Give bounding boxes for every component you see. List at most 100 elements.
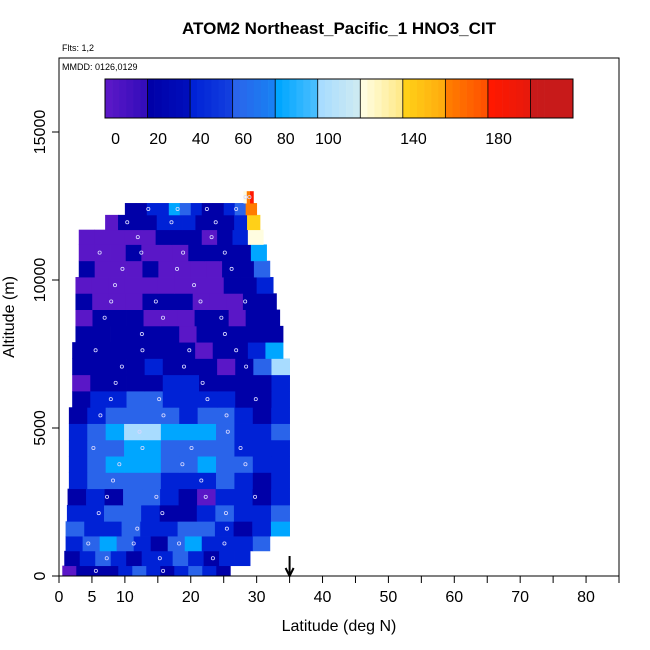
colorbar-segment (395, 79, 404, 118)
heatmap-cell (75, 309, 93, 327)
sample-point (119, 364, 124, 369)
heatmap-cell (159, 504, 179, 522)
heatmap-cell (140, 521, 160, 537)
sample-point (199, 478, 204, 483)
sample-point (223, 511, 228, 516)
sample-point (113, 283, 118, 288)
colorbar: 0 20 40 60 80 100 140 180 (104, 78, 574, 148)
heatmap-cell (157, 244, 174, 262)
heatmap-cell (192, 293, 210, 310)
heatmap-cell (105, 472, 125, 490)
heatmap-cell (217, 374, 236, 392)
x-tick-label: 40 (314, 589, 332, 606)
heatmap-cell (125, 244, 142, 262)
heatmap-cell (68, 439, 88, 457)
sample-point (189, 445, 194, 450)
heatmap-cell (234, 203, 247, 216)
heatmap-cell (226, 293, 244, 310)
y-axis-label: Altitude (m) (1, 276, 18, 358)
heatmap-cell (143, 309, 161, 327)
heatmap-cell (270, 521, 290, 537)
colorbar-segment (331, 79, 340, 118)
colorbar-segment (289, 79, 297, 118)
heatmap-cell (259, 293, 277, 310)
heatmap-cell (188, 565, 203, 577)
heatmap-cell (124, 456, 143, 473)
heatmap-cell (253, 374, 272, 392)
sample-point (243, 299, 248, 304)
y-tick-label: 15000 (32, 110, 49, 155)
sample-point (224, 413, 229, 418)
sample-point (169, 220, 174, 225)
colorbar-segment (253, 79, 262, 118)
heatmap-cell (252, 536, 271, 552)
sample-point (111, 478, 116, 483)
heatmap-cell (72, 391, 91, 408)
heatmap-cell (247, 229, 264, 245)
colorbar-tick-label: 100 (315, 131, 342, 148)
sample-point (210, 556, 215, 561)
heatmap-cell (217, 229, 233, 245)
heatmap-cell (156, 214, 171, 231)
sample-point (153, 299, 158, 304)
colorbar-segment (459, 79, 467, 118)
heatmap-cell (178, 504, 198, 522)
heatmap-cell (144, 358, 164, 376)
colorbar-segment (516, 79, 524, 118)
heatmap-cell (158, 260, 175, 278)
colorbar-segment (190, 79, 198, 118)
colorbar-segment (161, 79, 170, 118)
heatmap-cell (171, 229, 187, 245)
colorbar-segment (417, 79, 425, 118)
heatmap-cell (177, 342, 196, 359)
heatmap-cell (105, 214, 119, 231)
heatmap-cell (130, 214, 145, 231)
heatmap-cell (212, 342, 231, 359)
heatmap-cell (144, 325, 163, 343)
heatmap-cell (233, 504, 253, 522)
heatmap-cell (252, 488, 272, 506)
heatmap-cell (68, 407, 88, 424)
sample-point (225, 429, 230, 434)
heatmap-cell (179, 423, 199, 441)
colorbar-segment (438, 79, 446, 118)
heatmap-cell (158, 521, 178, 537)
heatmap-cell (68, 456, 88, 473)
heatmap-cell (179, 407, 199, 424)
heatmap-cell (196, 504, 216, 522)
colorbar-segment (310, 79, 319, 118)
colorbar-segment (353, 79, 361, 118)
sample-point (97, 250, 102, 255)
heatmap-cell (94, 260, 112, 278)
heatmap-cell (99, 536, 118, 552)
x-tick-label: 20 (182, 589, 200, 606)
sample-point (222, 332, 227, 337)
heatmap-cell (78, 260, 96, 278)
heatmap-cell (197, 439, 217, 457)
colorbar-segment (126, 79, 134, 118)
heatmap-cell (126, 550, 143, 567)
heatmap-cell (216, 456, 235, 473)
heatmap-cell (94, 244, 111, 262)
heatmap-cell (160, 342, 178, 359)
sample-point (140, 348, 145, 353)
colorbar-segment (112, 79, 120, 118)
sample-point (139, 250, 144, 255)
colorbar-segment (523, 79, 531, 118)
heatmap-cell (72, 358, 91, 376)
heatmap-cell (72, 374, 91, 392)
colorbar-segment (239, 79, 248, 118)
sample-point (180, 462, 185, 467)
colorbar-segment (431, 79, 439, 118)
heatmap-cell (110, 550, 127, 567)
heatmap-cell (157, 550, 174, 567)
sample-point (91, 445, 96, 450)
colorbar-segment (530, 79, 538, 118)
sample-point (204, 206, 209, 211)
colorbar-segment (211, 79, 219, 118)
heatmap-cell (142, 342, 161, 359)
colorbar-segment (275, 79, 283, 118)
colorbar-segment (509, 79, 517, 118)
heatmap-cell (65, 521, 85, 537)
